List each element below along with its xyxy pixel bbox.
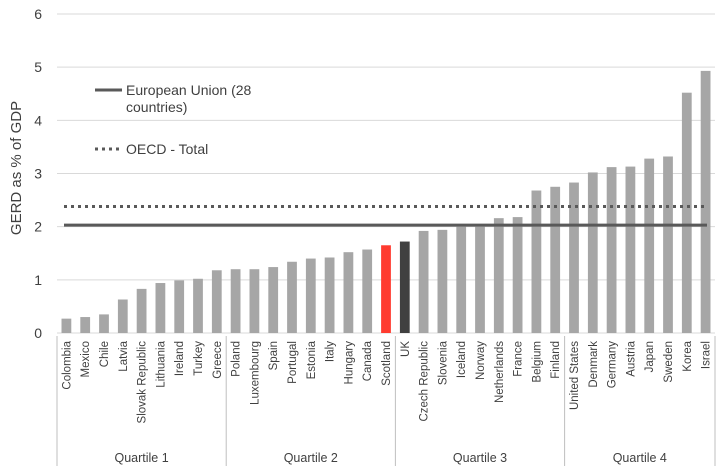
bar	[287, 261, 297, 333]
bar	[531, 190, 542, 333]
bar	[343, 252, 354, 333]
x-tick-label: Portugal	[287, 341, 299, 384]
bar	[663, 156, 673, 333]
bar	[61, 318, 72, 333]
legend-label: OECD - Total	[126, 141, 208, 157]
bar	[230, 269, 241, 333]
y-axis-ticks: 0 1 2 3 4 5 6	[34, 6, 42, 341]
x-tick-label: Scotland	[381, 341, 393, 386]
x-tick-label: Luxembourg	[249, 341, 261, 405]
quartile-groups: Quartile 1 Quartile 2 Quartile 3 Quartile 4	[56, 336, 716, 466]
bar	[155, 283, 166, 333]
x-tick-label: Czech Republic	[419, 341, 431, 422]
x-tick-label: Mexico	[80, 341, 92, 377]
bar	[418, 230, 429, 333]
y-tick-label: 1	[34, 272, 42, 288]
bar	[80, 317, 91, 333]
y-tick-label: 2	[34, 219, 42, 235]
x-tick-label: Belgium	[531, 341, 543, 383]
bar	[681, 92, 692, 333]
bar	[550, 186, 561, 333]
bar	[174, 280, 185, 333]
bar	[268, 267, 279, 333]
bar	[606, 167, 617, 333]
bar	[193, 278, 203, 333]
bar	[493, 218, 504, 333]
bar	[625, 166, 636, 333]
gridlines	[57, 13, 715, 334]
bar	[249, 269, 260, 333]
bar	[700, 70, 711, 333]
bars	[61, 70, 711, 333]
bar	[211, 270, 222, 333]
x-tick-label: Italy	[325, 341, 337, 362]
x-tick-label: United States	[569, 341, 581, 410]
x-tick-label: Korea	[682, 340, 694, 371]
x-tick-label: Sweden	[663, 341, 675, 383]
bar	[117, 299, 128, 333]
y-tick-label: 0	[34, 325, 42, 341]
x-tick-label: UK	[400, 341, 412, 357]
x-tick-label: Slovak Republic	[137, 341, 149, 424]
reference-lines	[64, 204, 707, 227]
legend-label: European Union (28 countries)	[126, 82, 252, 115]
x-tick-label: Greece	[212, 341, 224, 379]
y-axis-label: GERD as % of GDP	[8, 101, 25, 235]
bar	[644, 158, 655, 333]
x-tick-label: Japan	[644, 341, 656, 372]
x-tick-label: Latvia	[118, 340, 130, 371]
x-tick-label: Netherlands	[494, 341, 506, 403]
x-tick-label: Iceland	[456, 341, 468, 378]
x-tick-label: Austria	[625, 340, 637, 376]
quartile-label: Quartile 2	[284, 451, 338, 465]
x-tick-label: Chile	[99, 341, 111, 367]
x-tick-label: Colombia	[61, 340, 73, 389]
x-tick-label: Israel	[701, 341, 713, 369]
bar	[381, 245, 391, 333]
y-tick-label: 6	[34, 6, 42, 22]
x-tick-label: Slovenia	[437, 340, 449, 385]
x-tick-label: Spain	[268, 341, 280, 370]
x-tick-label: Denmark	[588, 341, 600, 388]
bar	[569, 182, 579, 333]
bar	[324, 257, 335, 333]
x-axis-ticks: Colombia Mexico Chile Latvia Slovak Republic…	[61, 340, 712, 423]
legend: European Union (28 countries) OECD - Total	[95, 82, 252, 157]
quartile-label: Quartile 1	[114, 451, 168, 465]
bar	[512, 217, 523, 333]
x-tick-label: Norway	[475, 341, 487, 380]
bar	[305, 258, 316, 333]
x-tick-label: Lithuania	[155, 340, 167, 387]
x-tick-label: Hungary	[343, 341, 355, 385]
y-tick-label: 4	[34, 112, 42, 128]
bar	[587, 172, 598, 333]
x-tick-label: Poland	[231, 341, 243, 377]
bar	[475, 226, 485, 333]
bar	[99, 314, 109, 333]
x-tick-label: Ireland	[174, 341, 186, 376]
y-tick-label: 5	[34, 59, 42, 75]
x-tick-label: Estonia	[306, 340, 318, 379]
x-tick-label: Germany	[607, 341, 619, 389]
bar	[136, 288, 147, 333]
bar	[437, 229, 448, 333]
x-tick-label: France	[513, 341, 525, 377]
x-tick-label: Turkey	[193, 341, 205, 376]
bar	[362, 249, 373, 333]
x-tick-label: Finland	[550, 341, 562, 379]
quartile-label: Quartile 3	[453, 451, 507, 465]
x-tick-label: Canada	[362, 340, 374, 381]
y-tick-label: 3	[34, 166, 42, 182]
quartile-label: Quartile 4	[613, 451, 667, 465]
bar	[456, 226, 467, 333]
bar	[399, 241, 410, 333]
